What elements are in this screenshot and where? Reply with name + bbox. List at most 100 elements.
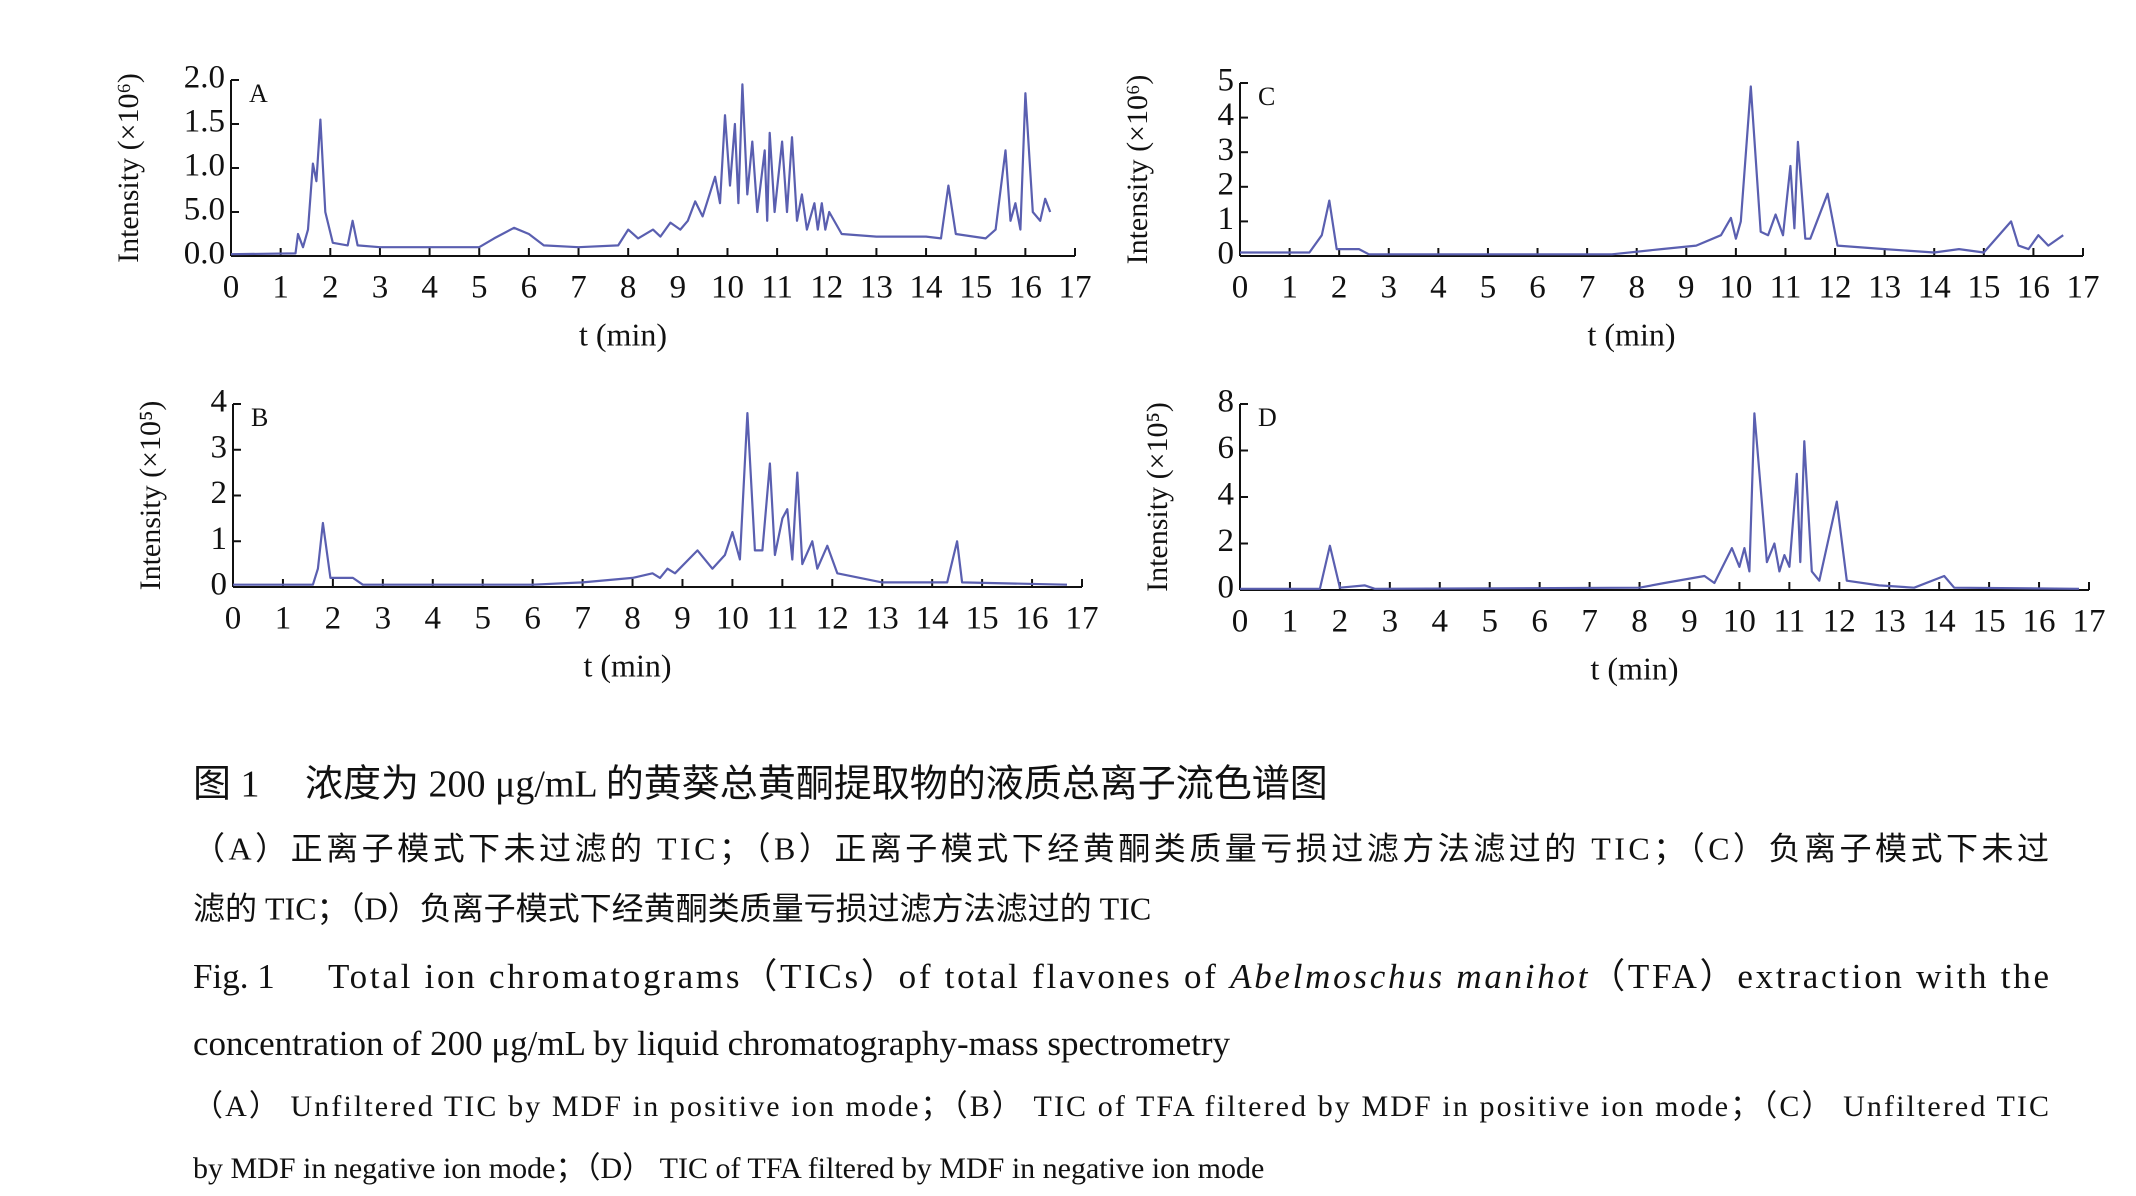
y-tick-label: 3 <box>1218 132 1235 168</box>
x-tick-label: 7 <box>570 270 587 306</box>
y-axis-label: Intensity (×10⁵) <box>134 401 167 591</box>
x-tick-label: 10 <box>711 270 744 306</box>
panel-label: D <box>1258 403 1277 432</box>
x-tick-label: 13 <box>1868 270 1901 306</box>
x-tick-label: 15 <box>959 270 992 306</box>
y-tick-label: 5 <box>1218 63 1235 99</box>
caption-zh-line: 滤的 TIC；（D）负离子模式下经黄酮类质量亏损过滤方法滤过的 TIC <box>193 890 1151 926</box>
x-tick-label: 11 <box>761 270 793 306</box>
x-tick-label: 9 <box>1681 604 1698 640</box>
x-tick-label: 17 <box>1066 601 1099 637</box>
x-tick-label: 5 <box>1480 270 1497 306</box>
x-tick-label: 1 <box>275 601 292 637</box>
x-tick-label: 8 <box>1631 604 1648 640</box>
x-tick-label: 13 <box>866 601 899 637</box>
x-tick-label: 8 <box>624 601 641 637</box>
y-tick-label: 2 <box>1218 523 1235 559</box>
x-tick-label: 3 <box>372 270 389 306</box>
x-tick-label: 2 <box>325 601 342 637</box>
x-tick-label: 0 <box>1232 270 1249 306</box>
x-tick-label: 15 <box>1967 270 2000 306</box>
x-tick-label: 2 <box>1332 604 1349 640</box>
x-tick-label: 3 <box>375 601 392 637</box>
x-tick-label: 15 <box>966 601 999 637</box>
x-tick-label: 6 <box>521 270 538 306</box>
x-tick-label: 9 <box>670 270 687 306</box>
y-tick-label: 0.0 <box>184 236 225 272</box>
y-tick-label: 1.0 <box>184 148 225 184</box>
x-tick-label: 0 <box>1232 604 1249 640</box>
y-tick-label: 0 <box>211 567 228 603</box>
x-tick-label: 16 <box>2023 604 2056 640</box>
x-tick-label: 0 <box>223 270 240 306</box>
caption-en-label: Fig. 1 <box>193 957 275 996</box>
x-tick-label: 13 <box>1873 604 1906 640</box>
caption-en-title-species: Abelmoschus manihot <box>1228 957 1589 996</box>
y-axis-label: Intensity (×10⁵) <box>1141 402 1174 592</box>
x-tick-label: 3 <box>1381 270 1398 306</box>
x-axis-label: t (min) <box>1591 650 1679 686</box>
x-tick-label: 12 <box>1823 604 1856 640</box>
x-tick-label: 10 <box>1723 604 1756 640</box>
x-tick-label: 10 <box>716 601 749 637</box>
x-tick-label: 8 <box>620 270 637 306</box>
x-tick-label: 5 <box>474 601 491 637</box>
x-tick-label: 4 <box>1430 270 1447 306</box>
x-tick-label: 14 <box>910 270 943 306</box>
y-tick-label: 0 <box>1218 570 1235 606</box>
x-tick-label: 6 <box>1529 270 1546 306</box>
x-tick-label: 10 <box>1719 270 1752 306</box>
y-tick-label: 4 <box>1218 477 1235 513</box>
x-tick-label: 4 <box>421 270 438 306</box>
panel-label: A <box>249 79 268 108</box>
y-tick-label: 8 <box>1218 384 1235 420</box>
caption-en-title: concentration of 200 μg/mL by liquid chr… <box>193 1024 1231 1063</box>
y-tick-label: 4 <box>1218 97 1235 133</box>
x-tick-label: 6 <box>1531 604 1548 640</box>
x-tick-label: 1 <box>1281 270 1298 306</box>
caption-zh-line: （A）正离子模式下未过滤的 TIC；（B）正离子模式下经黄酮类质量亏损过滤方法滤… <box>193 830 2049 866</box>
caption-en-title-part: （TFA）extraction with the <box>1590 957 2049 996</box>
x-tick-label: 17 <box>2073 604 2106 640</box>
y-tick-label: 6 <box>1218 430 1235 466</box>
caption-zh-title: 浓度为 200 μg/mL 的黄葵总黄酮提取物的液质总离子流色谱图 <box>305 764 1328 806</box>
tic-trace <box>233 412 1068 586</box>
y-tick-label: 1.5 <box>184 104 225 140</box>
y-tick-label: 2 <box>1218 166 1235 202</box>
x-tick-label: 8 <box>1628 270 1645 306</box>
caption-en-line: （A） Unfiltered TIC by MDF in positive io… <box>193 1090 2049 1123</box>
x-tick-label: 7 <box>1579 270 1596 306</box>
x-tick-label: 12 <box>810 270 843 306</box>
x-tick-label: 6 <box>524 601 541 637</box>
x-tick-label: 1 <box>272 270 289 306</box>
x-tick-label: 12 <box>1819 270 1852 306</box>
x-tick-label: 17 <box>1059 270 1092 306</box>
y-tick-label: 1 <box>1218 201 1235 237</box>
x-tick-label: 4 <box>425 601 442 637</box>
x-tick-label: 7 <box>1581 604 1598 640</box>
caption-zh-label: 图 1 <box>193 764 260 806</box>
y-axis-label: Intensity (×10⁶) <box>112 73 145 263</box>
x-tick-label: 17 <box>2067 270 2100 306</box>
y-tick-label: 2.0 <box>184 60 225 96</box>
panel-label: B <box>251 403 268 432</box>
x-tick-label: 9 <box>674 601 691 637</box>
x-tick-label: 13 <box>860 270 893 306</box>
y-tick-label: 4 <box>211 384 228 420</box>
caption-en-title-part: Total ion chromatograms（TICs）of total fl… <box>328 957 1227 996</box>
panel-label: C <box>1258 82 1275 111</box>
x-tick-label: 2 <box>322 270 339 306</box>
x-tick-label: 11 <box>1773 604 1805 640</box>
x-tick-label: 14 <box>916 601 949 637</box>
y-tick-label: 5.0 <box>184 192 225 228</box>
x-axis-label: t (min) <box>1588 316 1676 352</box>
caption-en-title: Total ion chromatograms（TICs）of total fl… <box>328 957 2049 996</box>
x-tick-label: 16 <box>2017 270 2050 306</box>
x-tick-label: 5 <box>1481 604 1498 640</box>
tic-trace <box>230 83 1052 256</box>
caption-en-line: by MDF in negative ion mode；（D） TIC of T… <box>193 1152 1264 1185</box>
y-tick-label: 2 <box>211 475 228 511</box>
x-axis-label: t (min) <box>579 316 667 352</box>
x-axis-label: t (min) <box>584 647 672 683</box>
x-tick-label: 1 <box>1282 604 1299 640</box>
